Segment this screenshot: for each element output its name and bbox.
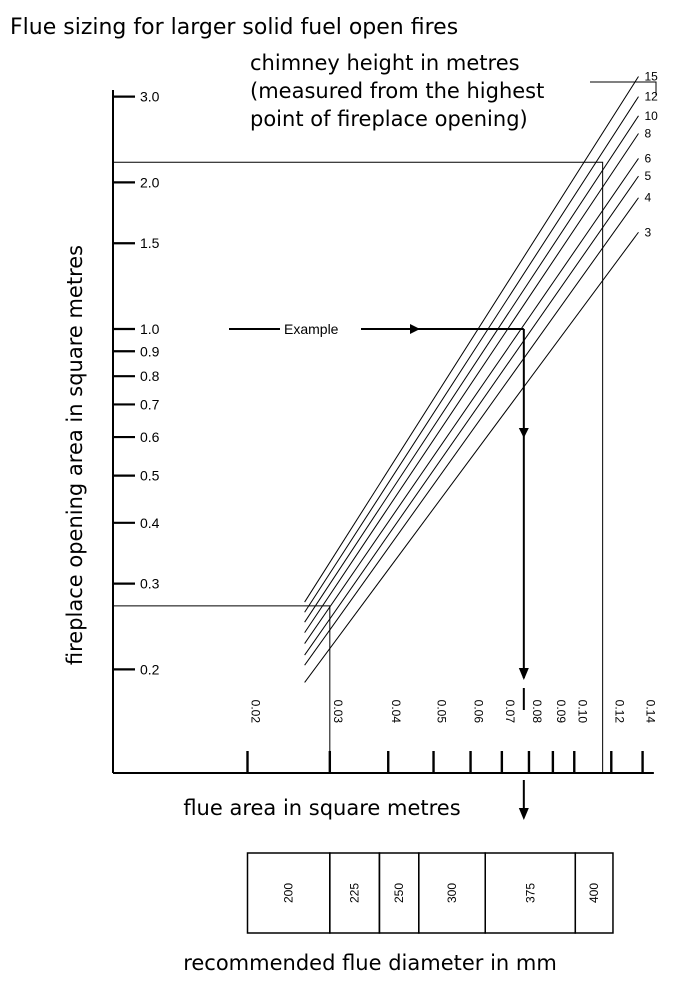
guide-line	[113, 161, 604, 773]
example-arrow-down	[518, 428, 529, 438]
x-tick-label: 0.04	[389, 700, 403, 724]
series-line-5	[304, 175, 639, 656]
y-tick-label: 0.7	[140, 396, 160, 412]
x-tick-label: 0.07	[503, 700, 517, 724]
x-axis-label: flue area in square metres	[183, 796, 460, 820]
series-line-15	[304, 76, 639, 603]
series-line-8	[304, 133, 639, 633]
series-line-6	[304, 158, 639, 644]
series-label-8: 8	[644, 127, 651, 141]
x-tick-label: 0.02	[249, 700, 263, 724]
plot-area: 0.2 0.3 0.4 0.5 0.6 0.7 0.8 0.9 1.0 1.5 2.0 3.0 0.02…	[112, 69, 658, 934]
x-tick-label: 0.05	[435, 700, 449, 724]
series-label-10: 10	[644, 109, 658, 123]
y-tick-label: 0.6	[140, 429, 160, 445]
diameter-band-label: 300	[445, 883, 459, 903]
legend-title: chimney height in metres (measured from …	[250, 51, 551, 131]
x-tick-label: 0.14	[644, 700, 658, 724]
diameter-band-label: 400	[587, 883, 601, 903]
series-line-12	[304, 96, 639, 613]
legend-title-line-1: chimney height in metres	[250, 51, 520, 75]
y-tick-label: 0.5	[140, 468, 160, 484]
x-tick-label: 0.08	[530, 700, 544, 724]
y-axis-label: fireplace opening area in square metres	[63, 245, 87, 665]
series-label-5: 5	[644, 169, 651, 183]
diameter-band-label: 200	[282, 883, 296, 903]
series-label-15: 15	[644, 69, 658, 83]
series-line-4	[304, 197, 639, 666]
series-line-3	[304, 231, 639, 683]
y-tick-label: 1.0	[140, 321, 160, 337]
example-label: Example	[284, 321, 339, 337]
diameter-label: recommended flue diameter in mm	[183, 951, 557, 975]
example-arrow-right	[410, 324, 420, 334]
series-label-6: 6	[644, 151, 651, 165]
x-tick-label: 0.09	[554, 700, 568, 724]
legend-bracket	[590, 81, 657, 95]
series-label-3: 3	[644, 225, 651, 239]
diameter-band-label: 250	[392, 883, 406, 903]
x-tick-label: 0.03	[331, 700, 345, 724]
y-tick-label: 1.5	[140, 235, 160, 251]
legend-title-line-3: point of fireplace opening)	[250, 107, 528, 131]
y-tick-label: 0.2	[140, 661, 160, 677]
example-arrow-table	[518, 808, 529, 820]
series-label-12: 12	[644, 90, 658, 104]
series-label-4: 4	[644, 191, 651, 205]
x-tick-label: 0.10	[575, 700, 589, 724]
y-tick-label: 0.8	[140, 368, 160, 384]
example-arrow-end	[518, 668, 529, 680]
x-tick-label: 0.12	[612, 700, 626, 724]
series-line-10	[304, 115, 639, 623]
y-tick-label: 0.4	[140, 515, 160, 531]
chart-title: Flue sizing for larger solid fuel open f…	[10, 15, 458, 40]
diameter-band-400	[574, 852, 614, 934]
guide-line	[113, 605, 331, 773]
y-tick-label: 0.9	[140, 343, 160, 359]
diameter-band-label: 375	[523, 883, 537, 903]
x-tick-label: 0.06	[472, 700, 486, 724]
diameter-band-label: 225	[348, 883, 362, 903]
y-tick-label: 2.0	[140, 174, 160, 190]
y-tick-label: 0.3	[140, 576, 160, 592]
y-tick-label: 3.0	[140, 89, 160, 105]
legend-title-line-2: (measured from the highest	[250, 79, 544, 103]
